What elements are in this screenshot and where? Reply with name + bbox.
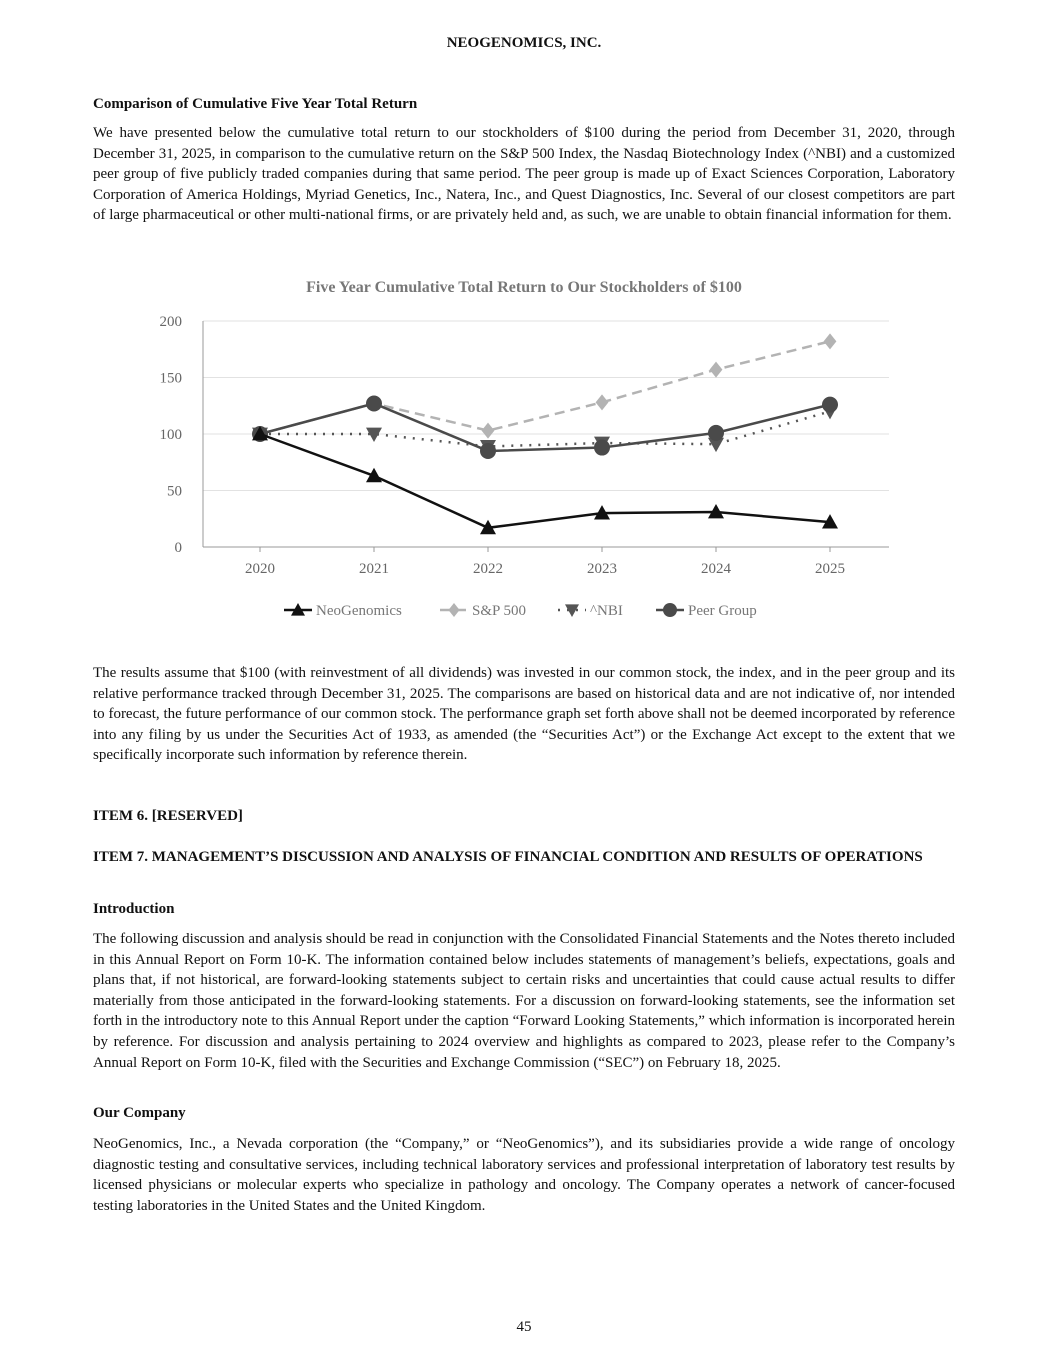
- y-tick-label: 150: [160, 371, 183, 387]
- legend-label: NeoGenomics: [316, 603, 402, 619]
- marker-triangle-up: [291, 603, 305, 616]
- legend-label: S&P 500: [472, 603, 526, 619]
- company-header: NEOGENOMICS, INC.: [446, 35, 602, 51]
- intro-paragraph: The following discussion and analysis sh…: [93, 931, 955, 1071]
- x-tick-label: 2020: [245, 561, 275, 577]
- section-title: Comparison of Cumulative Five Year Total…: [93, 96, 418, 112]
- marker-triangle-up: [822, 514, 838, 529]
- marker-circle: [480, 442, 496, 459]
- marker-diamond: [823, 333, 837, 350]
- marker-triangle-down: [565, 604, 579, 617]
- marker-triangle-up: [480, 519, 496, 535]
- series-line: [259, 402, 831, 453]
- y-tick-label: 200: [160, 314, 183, 330]
- y-tick-label: 0: [175, 540, 183, 556]
- results-paragraph: The results assume that $100 (with reinv…: [93, 665, 955, 764]
- y-tick-label: 100: [160, 427, 183, 443]
- item6-heading: ITEM 6. [RESERVED]: [93, 808, 243, 824]
- marker-circle: [708, 424, 724, 441]
- page-number: 45: [516, 1319, 532, 1335]
- marker-triangle-down: [708, 437, 724, 453]
- marker-circle: [366, 395, 382, 412]
- legend-label: ^NBI: [590, 603, 623, 619]
- x-tick-label: 2025: [815, 561, 845, 577]
- section-paragraph: We have presented below the cumulative t…: [93, 125, 955, 224]
- company-paragraph: NeoGenomics, Inc., a Nevada corporation …: [93, 1136, 955, 1214]
- intro-heading: Introduction: [93, 901, 175, 917]
- marker-triangle-up: [708, 503, 724, 519]
- series-line: [259, 340, 831, 436]
- x-tick-label: 2021: [359, 561, 389, 577]
- x-tick-label: 2024: [701, 561, 732, 577]
- marker-diamond: [595, 394, 609, 411]
- chart-title: Five Year Cumulative Total Return to Our…: [306, 279, 742, 296]
- x-tick-label: 2022: [473, 561, 503, 577]
- x-tick-label: 2023: [587, 561, 617, 577]
- marker-triangle-up: [366, 467, 382, 483]
- company-heading: Our Company: [93, 1105, 186, 1121]
- marker-triangle-up: [594, 505, 610, 520]
- marker-circle: [822, 396, 838, 413]
- series-line: [259, 432, 831, 530]
- marker-diamond: [709, 361, 723, 378]
- marker-triangle-up: [252, 426, 268, 441]
- legend-label: Peer Group: [688, 603, 757, 619]
- marker-triangle-down: [366, 427, 382, 442]
- item7-heading: ITEM 7. MANAGEMENT’S DISCUSSION AND ANAL…: [93, 849, 923, 865]
- marker-circle: [594, 439, 610, 456]
- y-tick-label: 50: [167, 484, 182, 500]
- chart: Five Year Cumulative Total Return to Our…: [160, 279, 889, 619]
- marker-diamond: [481, 422, 495, 439]
- marker-circle: [663, 603, 677, 617]
- marker-diamond: [448, 603, 460, 617]
